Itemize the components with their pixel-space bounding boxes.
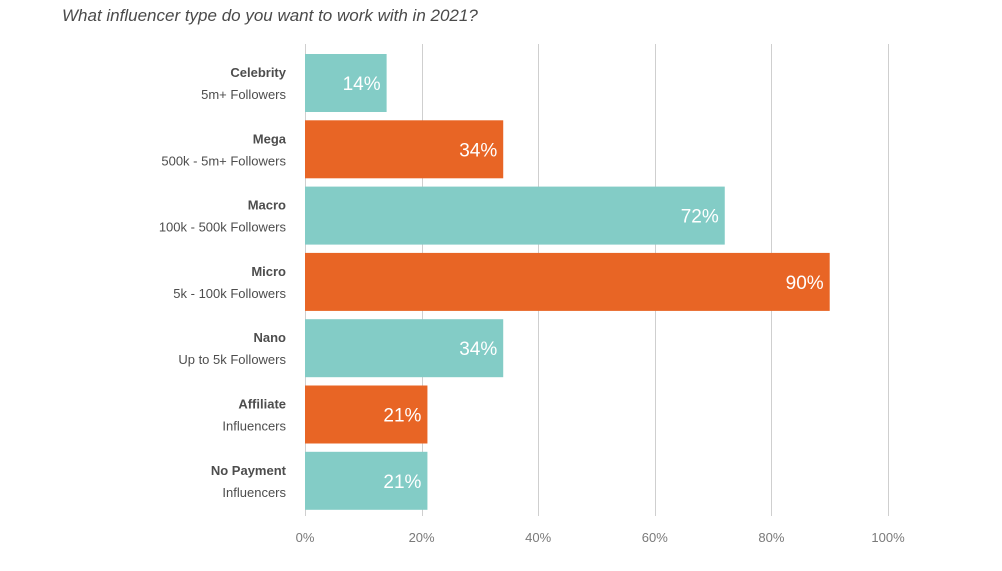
bar xyxy=(305,319,504,378)
x-tick-label: 60% xyxy=(642,530,668,545)
x-tick-label: 20% xyxy=(409,530,435,545)
category-subtitle: 500k - 5m+ Followers xyxy=(161,153,286,168)
bar xyxy=(305,120,504,179)
bar xyxy=(305,385,428,444)
chart-title: What influencer type do you want to work… xyxy=(62,6,478,25)
bar xyxy=(305,451,428,510)
category-subtitle: Up to 5k Followers xyxy=(178,352,286,367)
category-name: No Payment xyxy=(211,463,287,478)
category-name: Affiliate xyxy=(238,397,286,412)
bar-value-label: 90% xyxy=(786,273,824,294)
category-subtitle: Influencers xyxy=(222,485,286,500)
bar-value-label: 14% xyxy=(343,74,381,95)
x-tick-label: 40% xyxy=(525,530,551,545)
bar xyxy=(305,54,387,112)
x-tick-label: 100% xyxy=(871,530,905,545)
category-name: Macro xyxy=(248,198,286,213)
bar xyxy=(305,252,830,311)
category-subtitle: Influencers xyxy=(222,419,286,434)
category-name: Micro xyxy=(251,264,286,279)
bar-value-label: 34% xyxy=(459,339,497,360)
bar-value-label: 21% xyxy=(383,472,421,493)
x-axis-ticks: 0% 20% 40% 60% 80% 100% xyxy=(296,530,905,545)
bar xyxy=(305,186,725,245)
x-tick-label: 80% xyxy=(758,530,784,545)
category-name: Celebrity xyxy=(230,65,286,80)
category-name: Mega xyxy=(253,131,287,146)
bar-value-label: 34% xyxy=(459,140,497,161)
bars: 14% 34% 72% 90% 34% 21% 21% xyxy=(305,54,830,510)
category-name: Nano xyxy=(254,330,287,345)
category-subtitle: 5k - 100k Followers xyxy=(173,286,286,301)
x-tick-label: 0% xyxy=(296,530,315,545)
category-subtitle: 100k - 500k Followers xyxy=(159,220,287,235)
category-subtitle: 5m+ Followers xyxy=(201,87,286,102)
bar-value-label: 21% xyxy=(383,406,421,427)
category-labels: Celebrity 5m+ Followers Mega 500k - 5m+ Fol… xyxy=(159,65,287,500)
bar-value-label: 72% xyxy=(681,207,719,228)
